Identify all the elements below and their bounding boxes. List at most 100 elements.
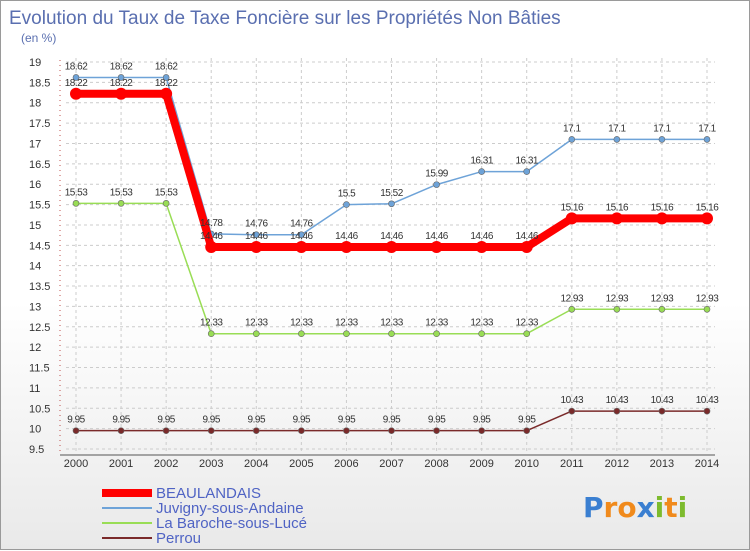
x-tick-label: 2000 [64,458,88,470]
y-tick-label: 16 [29,179,41,191]
data-point [298,231,305,239]
data-label: 15.52 [380,188,403,199]
data-point [565,212,578,225]
data-label: 9.95 [518,415,536,426]
y-tick-label: 14.5 [29,240,50,252]
data-point [658,136,666,143]
data-point [72,427,80,434]
axes: 9.51010.51111.51212.51313.51414.51515.51… [29,57,719,470]
data-point [72,74,80,81]
data-label: 10.43 [651,395,674,406]
data-point [655,212,668,225]
logo-letter: i [678,491,688,524]
data-point [610,212,623,225]
data-label: 9.95 [293,415,311,426]
data-label: 18.22 [65,78,88,89]
data-label: 15.53 [65,187,88,198]
series-line-BEAULANDAIS [76,89,707,251]
logo-letter: i [655,491,665,524]
data-point [115,87,128,100]
data-point [343,427,350,434]
legend-label: Perrou [156,530,201,547]
data-point [343,330,350,338]
y-tick-label: 15 [29,220,41,232]
data-label: 10.43 [606,395,629,406]
x-tick-label: 2007 [379,458,403,470]
data-label: 14.46 [380,231,403,242]
data-point [250,240,263,253]
data-point [385,240,398,253]
y-tick-label: 14 [29,261,41,273]
y-tick-label: 13.5 [29,281,50,293]
data-label: 17.1 [698,123,716,134]
x-tick-label: 2001 [109,458,133,470]
logo-letter: o [617,491,636,524]
data-label: 12.33 [290,318,313,329]
legend-label: Juvigny-sous-Andaine [156,500,304,517]
y-tick-label: 10 [29,424,41,436]
data-label: 16.31 [470,156,493,167]
data-label: 17.1 [563,123,581,134]
data-label: 12.33 [515,318,538,329]
data-label: 9.95 [338,415,356,426]
data-point [252,330,260,338]
data-label: 14.46 [425,231,448,242]
data-label: 10.43 [696,395,719,406]
data-label: 12.33 [380,318,403,329]
data-point [613,407,621,415]
proxiti-logo: Proxiti [583,491,687,524]
logo-letter: r [604,491,618,524]
data-point [72,200,80,207]
data-label: 9.95 [112,415,130,426]
x-tick-label: 2003 [199,458,223,470]
x-tick-label: 2005 [289,458,313,470]
data-label: 14.76 [245,219,268,230]
x-tick-label: 2010 [514,458,538,470]
data-point [207,330,215,338]
data-label: 12.33 [425,318,448,329]
data-label: 16.31 [515,156,538,167]
data-point [430,240,443,253]
data-label: 9.95 [157,415,175,426]
data-label: 12.33 [335,318,358,329]
data-point [70,87,82,100]
logo-letter: P [583,491,604,524]
chart-title: Evolution du Taux de Taxe Foncière sur l… [9,8,561,29]
series-group [70,74,713,434]
data-label: 15.16 [606,202,629,213]
data-label: 10.43 [561,395,584,406]
data-label: 9.95 [248,415,266,426]
y-tick-label: 10.5 [29,403,50,415]
y-tick-label: 15.5 [29,200,50,212]
data-point [475,240,488,253]
data-point [205,240,218,253]
data-label: 12.33 [470,318,493,329]
data-label: 18.62 [65,61,88,72]
data-label: 15.53 [110,187,133,198]
data-point [703,136,711,143]
y-tick-label: 11.5 [29,363,50,375]
data-label: 12.93 [606,293,629,304]
data-label: 14.46 [245,231,268,242]
data-label: 12.33 [200,318,223,329]
data-point [703,407,711,415]
data-point [117,200,125,207]
y-tick-label: 18 [29,98,41,110]
y-tick-label: 19 [29,57,41,69]
data-point [340,240,353,253]
data-labels: 18.22 18.22 18.22 14.46 14.46 14.46 14.46 14.46… [65,61,720,426]
data-point [298,330,305,338]
data-point [523,427,531,434]
data-point [298,427,305,434]
x-tick-label: 2008 [424,458,448,470]
y-tick-label: 13 [29,301,41,313]
data-point [478,427,485,434]
data-point [252,231,260,239]
data-label: 15.5 [338,189,356,200]
data-label: 17.1 [653,123,671,134]
legend-label: La Baroche-sous-Lucé [156,515,307,532]
data-point [207,427,215,434]
x-tick-label: 2011 [560,458,584,470]
